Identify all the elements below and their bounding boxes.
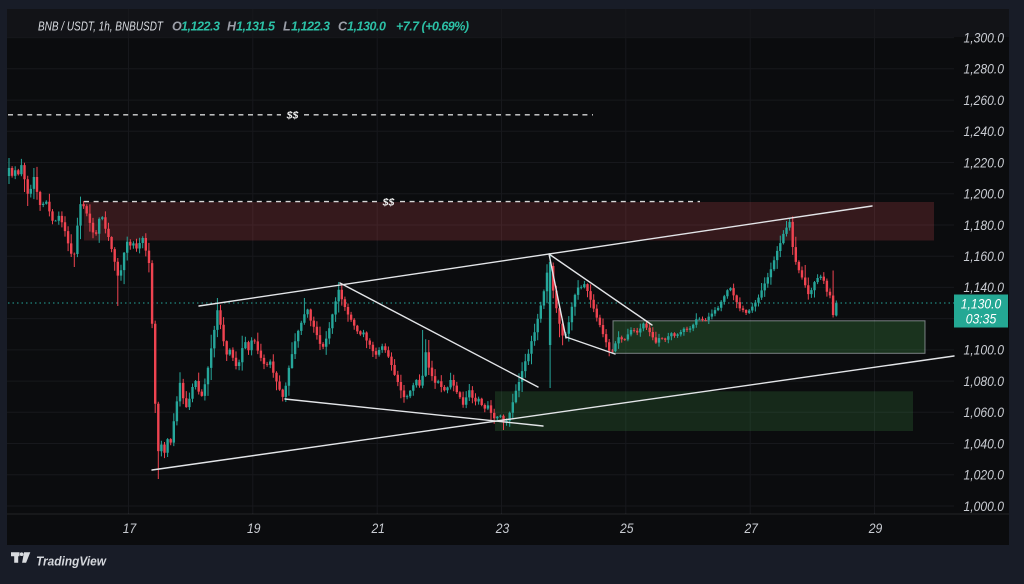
svg-text:17: 17: [123, 521, 137, 536]
svg-text:21: 21: [371, 521, 385, 536]
svg-text:L: L: [283, 20, 291, 34]
svg-text:1,260.0: 1,260.0: [964, 93, 1005, 108]
svg-text:1,220.0: 1,220.0: [964, 155, 1005, 170]
svg-text:1,060.0: 1,060.0: [964, 405, 1005, 420]
svg-text:1,040.0: 1,040.0: [964, 436, 1005, 451]
svg-text:1,130.0: 1,130.0: [347, 20, 386, 34]
svg-text:1,122.3: 1,122.3: [181, 20, 220, 34]
svg-text:1,140.0: 1,140.0: [964, 280, 1005, 295]
svg-text:1,131.5: 1,131.5: [236, 20, 276, 34]
svg-text:$$: $$: [286, 110, 299, 122]
svg-text:1,020.0: 1,020.0: [964, 468, 1005, 483]
svg-text:1,180.0: 1,180.0: [964, 218, 1005, 233]
svg-text:1,130.0: 1,130.0: [961, 296, 1002, 311]
svg-text:+7.7 (+0.69%): +7.7 (+0.69%): [396, 20, 469, 34]
svg-text:H: H: [227, 20, 237, 34]
svg-text:1,300.0: 1,300.0: [964, 30, 1005, 45]
svg-text:25: 25: [619, 521, 634, 536]
svg-text:1,240.0: 1,240.0: [964, 124, 1005, 139]
svg-text:$$: $$: [382, 196, 395, 208]
svg-text:1,122.3: 1,122.3: [291, 20, 330, 34]
svg-text:19: 19: [247, 521, 261, 536]
svg-text:TradingView: TradingView: [36, 554, 107, 569]
svg-text:BNB / USDT, 1h, BNBUSDT: BNB / USDT, 1h, BNBUSDT: [38, 20, 164, 34]
svg-text:1,280.0: 1,280.0: [964, 62, 1005, 77]
svg-text:1,100.0: 1,100.0: [964, 343, 1005, 358]
svg-text:O: O: [172, 20, 182, 34]
svg-text:1,200.0: 1,200.0: [964, 187, 1005, 202]
svg-text:1,160.0: 1,160.0: [964, 249, 1005, 264]
svg-text:23: 23: [495, 521, 510, 536]
svg-text:C: C: [338, 20, 348, 34]
svg-text:29: 29: [868, 521, 883, 536]
svg-text:1,000.0: 1,000.0: [964, 499, 1005, 514]
svg-text:03:35: 03:35: [966, 311, 997, 326]
svg-text:1,080.0: 1,080.0: [964, 374, 1005, 389]
svg-text:27: 27: [744, 521, 759, 536]
